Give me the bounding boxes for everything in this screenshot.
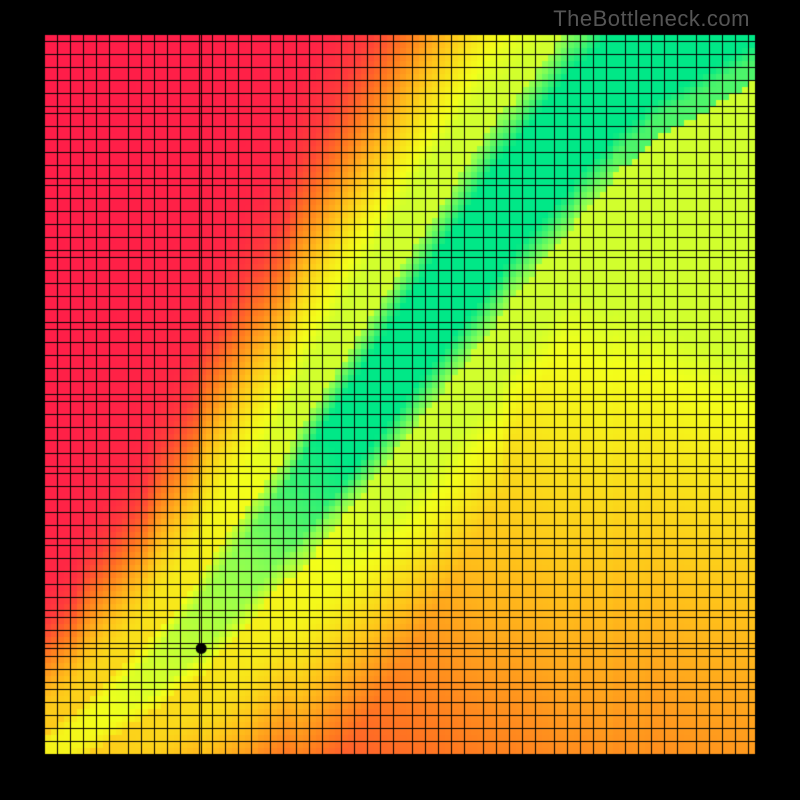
watermark-label: TheBottleneck.com: [553, 6, 750, 32]
chart-container: TheBottleneck.com: [0, 0, 800, 800]
bottleneck-heatmap: [0, 0, 800, 800]
